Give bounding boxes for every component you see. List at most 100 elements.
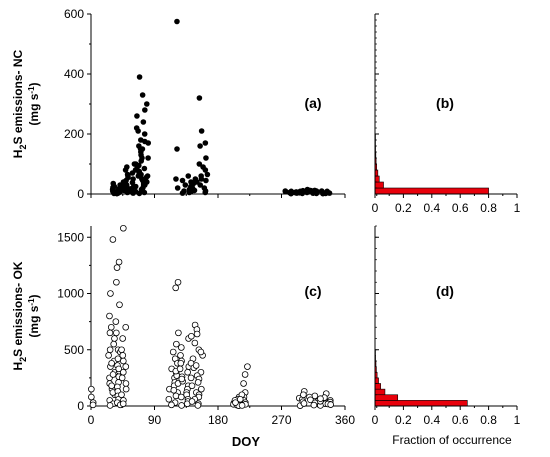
data-point [124, 171, 131, 178]
data-point [197, 182, 204, 188]
x-tick-label: 0 [372, 201, 379, 215]
data-point [198, 128, 205, 134]
data-point [108, 382, 115, 390]
panel-label: (c) [304, 283, 321, 299]
panel-label: (b) [436, 95, 454, 111]
data-point [143, 101, 150, 107]
data-point [196, 95, 203, 101]
data-point [106, 312, 113, 320]
data-point [112, 318, 120, 325]
data-point [132, 188, 139, 195]
data-point [118, 374, 126, 382]
x-tick-label: 270 [271, 413, 291, 427]
data-point [129, 179, 136, 186]
data-point [310, 401, 318, 409]
data-point [178, 402, 185, 409]
y-tick-label: 1000 [57, 287, 84, 301]
data-point [108, 359, 115, 367]
data-point [122, 363, 130, 370]
data-point [119, 400, 127, 408]
data-point [174, 146, 180, 152]
data-point [240, 380, 247, 387]
data-point [124, 164, 130, 170]
data-point [120, 357, 127, 365]
data-point [88, 393, 95, 401]
x-axis-title: DOY [232, 434, 261, 449]
data-point [140, 119, 147, 125]
data-point [172, 284, 179, 292]
data-point [120, 224, 127, 232]
data-point [196, 161, 203, 167]
histogram-bar [374, 388, 386, 396]
data-point [203, 177, 209, 184]
x-tick-label: 0.6 [452, 201, 469, 215]
y-tick-label: 600 [64, 7, 84, 21]
data-point [139, 92, 146, 98]
data-point [105, 352, 112, 359]
data-point [314, 189, 320, 195]
data-point [141, 131, 148, 137]
data-point [300, 400, 308, 407]
data-point [173, 340, 180, 348]
panel-c: 0 500 1000 1500 0 90 180 270 360 (c) H2S emissions… [11, 224, 378, 449]
data-point [202, 140, 209, 146]
data-point [136, 74, 143, 80]
x-tick-label: 0 [88, 413, 95, 427]
data-point [191, 339, 199, 347]
data-point [119, 335, 126, 342]
panel-a: 0 200 400 600 (a) H2S emissions- NC (mg s-1) [11, 7, 378, 201]
data-point [113, 278, 120, 286]
data-point [109, 236, 117, 243]
data-point [300, 187, 306, 194]
x-tick-label: 0.2 [395, 201, 412, 215]
data-point [185, 173, 192, 179]
data-point [317, 395, 324, 402]
data-point [174, 185, 181, 191]
data-point [174, 278, 182, 286]
data-point [176, 365, 184, 373]
data-point [203, 155, 209, 161]
data-point [188, 332, 195, 340]
data-point [177, 352, 184, 359]
data-point [244, 363, 251, 370]
data-point [200, 164, 206, 170]
data-point [198, 176, 205, 182]
data-point [238, 402, 246, 409]
data-point [128, 185, 135, 192]
data-point [197, 143, 203, 149]
data-point [118, 346, 125, 354]
data-point [194, 402, 202, 409]
data-point [173, 176, 179, 182]
y-axis-title: H2S emissions- NC [11, 49, 28, 158]
data-point [179, 177, 186, 184]
data-point [141, 189, 148, 196]
data-point [116, 187, 123, 194]
data-point [194, 379, 202, 386]
histogram-bar [374, 181, 384, 189]
data-point [144, 173, 151, 179]
data-point [179, 190, 186, 196]
data-point [118, 391, 125, 399]
panel-b: 0 0.2 0.4 0.6 0.8 1 (b) [372, 13, 521, 215]
x-tick-label: 90 [148, 413, 162, 427]
data-point [134, 113, 140, 119]
panel-label: (d) [436, 283, 454, 299]
data-point [310, 190, 316, 196]
data-point [178, 344, 185, 351]
data-point [122, 182, 128, 189]
data-point [122, 380, 130, 387]
x-tick-label: 0.4 [423, 201, 440, 215]
data-point [141, 165, 148, 172]
data-point [241, 371, 249, 378]
y-tick-label: 400 [64, 67, 84, 81]
data-point [178, 375, 186, 383]
data-point [113, 329, 120, 337]
data-point [288, 189, 294, 195]
histogram-bar [374, 187, 489, 195]
data-point [106, 402, 114, 409]
data-point [170, 386, 178, 394]
data-point [169, 348, 177, 356]
data-point [122, 385, 130, 393]
data-point [113, 264, 121, 271]
data-point [307, 396, 314, 404]
